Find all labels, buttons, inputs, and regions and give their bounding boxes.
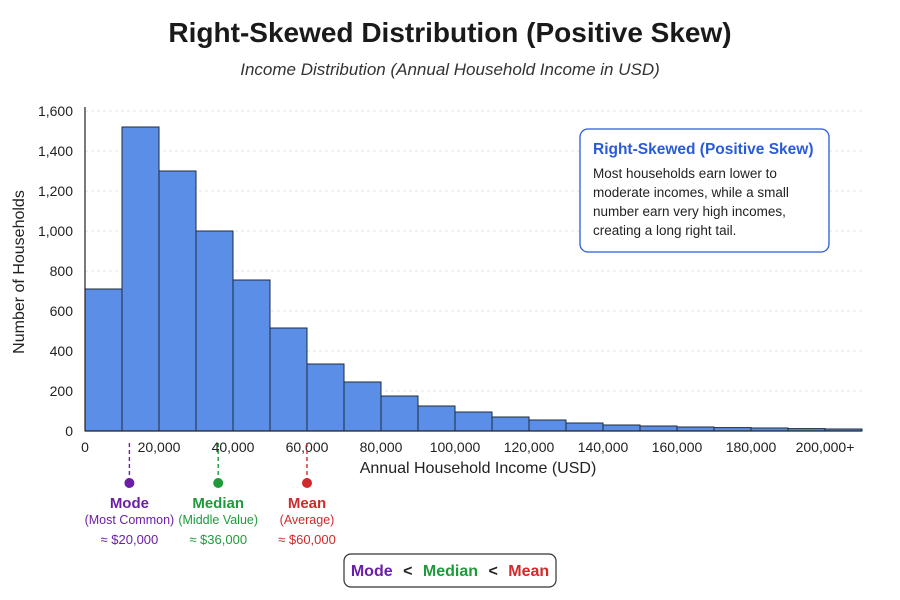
histogram-bar xyxy=(269,327,308,432)
histogram-bar xyxy=(380,395,419,432)
y-tick-labels: 0 200 400 600 800 1,000 1,200 1,400 1,600 xyxy=(38,103,73,439)
x-tick-label: 200,000+ xyxy=(796,439,855,455)
x-tick-label: 160,000 xyxy=(652,439,703,455)
histogram-bar xyxy=(158,170,197,432)
x-tick-label: 140,000 xyxy=(578,439,629,455)
comparison-median: Median xyxy=(423,563,478,580)
x-tick-label: 120,000 xyxy=(504,439,555,455)
histogram-bar xyxy=(565,422,604,432)
mean-value: ≈ $60,000 xyxy=(278,532,336,547)
y-tick-label: 200 xyxy=(50,383,74,399)
mode-marker-dot xyxy=(124,478,135,488)
skew-note-box: Right-Skewed (Positive Skew) Most househ… xyxy=(579,128,830,253)
histogram-bar xyxy=(121,126,160,432)
median-label: Median xyxy=(192,495,244,512)
note-line: Most households earn lower to xyxy=(593,166,777,181)
histogram-bar xyxy=(528,419,567,432)
comparison-mode: Mode xyxy=(351,563,393,580)
x-tick-label: 180,000 xyxy=(726,439,777,455)
central-tendency-markers: Mode(Most Common) ≈ $20,000 Median(Middle … xyxy=(85,443,336,547)
histogram-bar xyxy=(639,425,678,432)
comparison-mean: Mean xyxy=(508,563,549,580)
y-tick-label: 600 xyxy=(50,303,74,319)
histogram-bar xyxy=(602,424,641,432)
y-tick-label: 1,000 xyxy=(38,223,73,239)
histogram-bar xyxy=(232,279,271,432)
note-line: number earn very high incomes, xyxy=(593,204,786,219)
comparison-box: Mode < Median < Mean xyxy=(343,553,557,588)
histogram-bar xyxy=(195,230,234,432)
comparison-text: Mode < Median < Mean xyxy=(351,563,549,580)
x-tick-label: 0 xyxy=(81,439,89,455)
y-tick-label: 400 xyxy=(50,343,74,359)
mean-marker-dot xyxy=(302,478,312,488)
histogram-bar xyxy=(491,416,530,432)
mode-label: Mode xyxy=(110,495,149,512)
histogram-bar xyxy=(417,405,456,432)
histogram-bar xyxy=(84,288,123,432)
x-tick-labels: 0 20,000 40,000 60,000 80,000 100,000 120,000 1… xyxy=(81,439,854,455)
chart-title: Right-Skewed Distribution (Positive Skew… xyxy=(168,17,731,48)
x-tick-label: 80,000 xyxy=(360,439,403,455)
mode-description: (Most Common) xyxy=(85,513,175,527)
histogram-bar xyxy=(454,411,493,432)
comparison-box-frame xyxy=(343,553,557,588)
note-title: Right-Skewed (Positive Skew) xyxy=(593,141,814,158)
histogram-bar xyxy=(343,381,382,432)
comparison-symbol: < xyxy=(403,563,412,580)
y-tick-label: 800 xyxy=(50,263,74,279)
x-axis-label: Annual Household Income (USD) xyxy=(360,460,597,477)
y-tick-label: 0 xyxy=(65,423,73,439)
x-tick-label: 20,000 xyxy=(138,439,181,455)
histogram-bar xyxy=(306,363,345,432)
histogram-bars xyxy=(84,126,863,432)
note-box-frame xyxy=(579,128,830,253)
median-description: (Middle Value) xyxy=(178,513,258,527)
median-marker-dot xyxy=(213,478,224,488)
y-axis-label: Number of Households xyxy=(11,190,28,354)
mean-label: Mean xyxy=(288,495,326,512)
note-line: moderate incomes, while a small xyxy=(593,185,789,200)
median-value: ≈ $36,000 xyxy=(189,532,247,547)
note-line: creating a long right tail. xyxy=(593,223,736,238)
y-tick-label: 1,200 xyxy=(38,183,73,199)
y-tick-label: 1,600 xyxy=(38,103,73,119)
x-tick-label: 100,000 xyxy=(430,439,481,455)
mode-value: ≈ $20,000 xyxy=(101,532,159,547)
chart-subtitle: Income Distribution (Annual Household In… xyxy=(240,60,660,79)
y-tick-label: 1,400 xyxy=(38,143,73,159)
mean-description: (Average) xyxy=(280,513,335,527)
comparison-symbol: < xyxy=(488,563,497,580)
x-tick-label: 40,000 xyxy=(212,439,255,455)
